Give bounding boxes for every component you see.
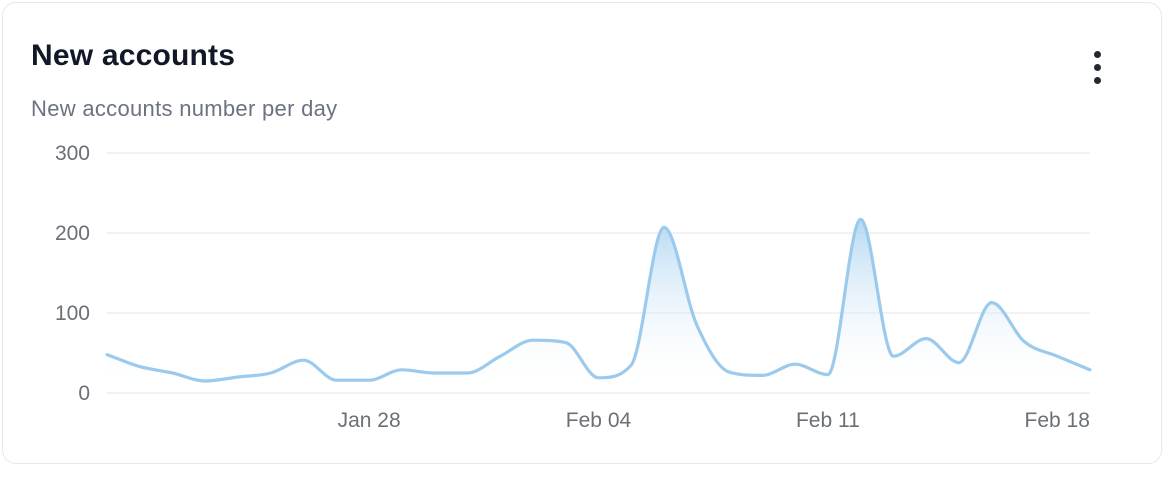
data-point [564,341,567,344]
data-point [662,226,665,229]
x-tick-label: Jan 28 [338,409,401,432]
data-point [826,373,829,376]
x-tick-label: Feb 04 [566,409,632,432]
data-point [302,359,305,362]
data-point [1023,340,1026,343]
card-title: New accounts [31,39,236,72]
data-point [925,337,928,340]
data-point [204,379,207,382]
data-point [335,379,338,382]
data-point [957,361,960,364]
y-tick-label: 0 [78,382,90,405]
data-point [794,363,797,366]
menu-dot [1094,64,1101,71]
y-tick-label: 300 [55,142,90,165]
data-point [466,371,469,374]
data-point [531,339,534,342]
data-point [761,374,764,377]
data-point [859,218,862,221]
menu-dot [1094,77,1101,84]
data-point [630,363,633,366]
data-point [400,368,403,371]
x-tick-label: Feb 11 [796,409,860,432]
data-point [728,371,731,374]
y-axis: 0 100 200 300 [55,142,90,405]
data-point [433,371,436,374]
data-point [597,376,600,379]
series-line [105,217,1092,383]
data-point [269,371,272,374]
data-point [1088,368,1091,371]
y-tick-label: 100 [55,302,90,325]
menu-dot [1094,51,1101,58]
data-point [105,353,108,356]
data-point [990,301,993,304]
x-axis: Jan 28 Feb 04 Feb 11 Feb 18 [338,409,1090,432]
y-tick-label: 200 [55,222,90,245]
data-point [695,323,698,326]
data-point [368,379,371,382]
card-subtitle: New accounts number per day [31,96,338,121]
data-point [236,375,239,378]
data-point [499,355,502,358]
data-point [138,365,141,368]
x-tick-label: Feb 18 [1025,409,1090,432]
data-point [171,371,174,374]
data-point [1056,355,1059,358]
data-point [892,355,895,358]
more-options-button[interactable] [1081,47,1115,89]
series-area [107,219,1090,393]
